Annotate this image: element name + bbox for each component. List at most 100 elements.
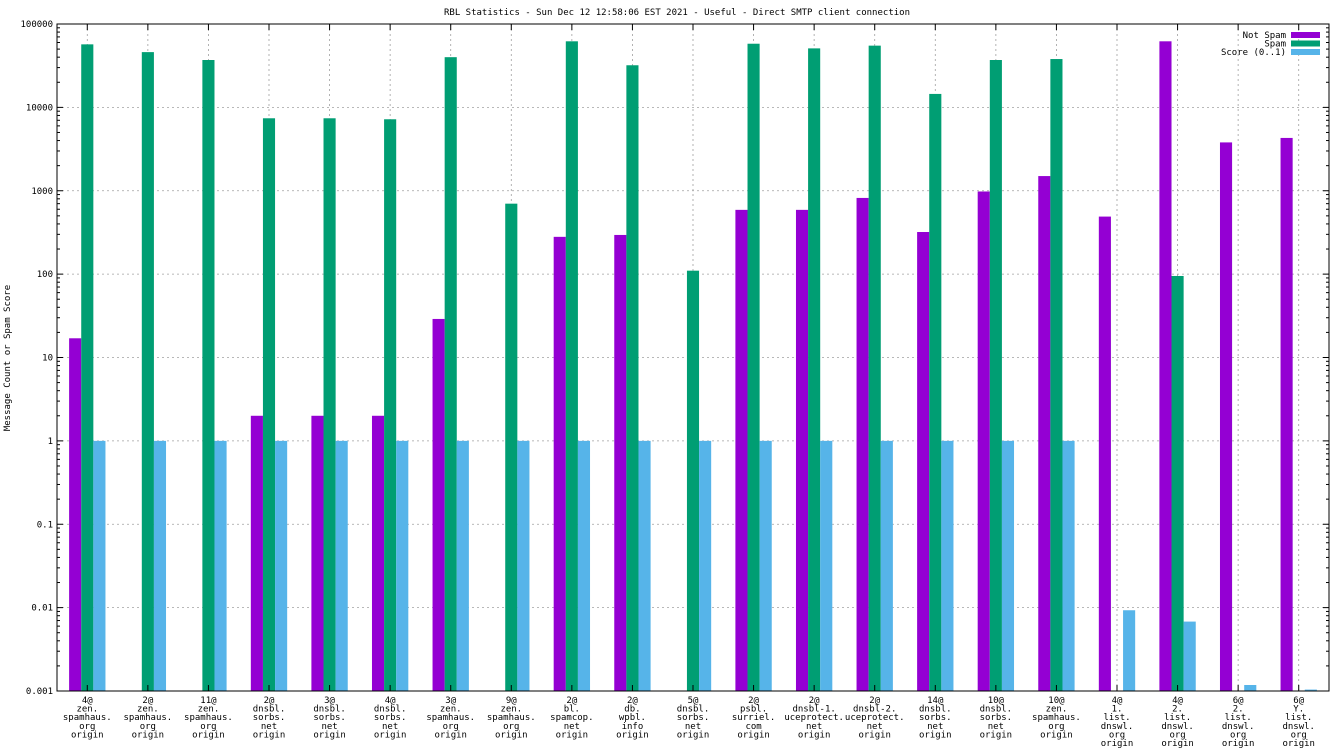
x-tick-label: 3@ zen. spamhaus. org origin <box>426 696 475 740</box>
x-tick-label-line: 2. <box>1233 705 1244 715</box>
y-tick-label: 10000 <box>26 103 53 113</box>
bar-spam <box>202 60 215 692</box>
bar-spam <box>929 93 942 691</box>
x-tick-label-line: origin <box>1282 739 1315 749</box>
bar-spam <box>81 44 94 691</box>
x-tick-label-line: sorbs. <box>313 713 346 723</box>
x-tick-label-line: origin <box>616 730 649 740</box>
y-tick-label: 0.1 <box>37 520 53 530</box>
x-tick-label-line: org <box>503 722 519 732</box>
bar-score-0-1 <box>880 440 893 691</box>
bar-score-0-1 <box>577 440 591 691</box>
x-tick-label: 2@ db. wpbl. info origin <box>616 696 649 740</box>
bar-score-0-1 <box>1183 621 1196 691</box>
x-tick-label-line: dnsbl. <box>677 705 710 715</box>
x-tick-label-line: origin <box>71 730 104 740</box>
legend-label: Score (0..1) <box>1221 48 1286 58</box>
x-tick-label-line: zen. <box>500 705 522 715</box>
x-tick-label-line: origin <box>313 730 346 740</box>
x-tick-label-line: 4@ <box>82 696 93 706</box>
x-tick-label-line: org <box>1109 730 1125 740</box>
x-tick-label-line: uceprotect. <box>845 713 905 723</box>
bar-spam <box>686 270 700 691</box>
bar-spam <box>626 65 639 691</box>
bar-not-spam <box>1280 137 1293 691</box>
bar-spam <box>868 45 881 691</box>
x-tick-label-line: org <box>443 722 459 732</box>
x-tick-label-line: origin <box>1040 730 1073 740</box>
x-tick-label: 3@ dnsbl. sorbs. net origin <box>313 696 346 740</box>
x-tick-label-line: zen. <box>440 705 462 715</box>
x-tick-label-line: 4@ <box>1112 696 1123 706</box>
bar-spam <box>444 57 457 692</box>
bar-spam <box>323 118 336 691</box>
bar-spam <box>989 60 1002 692</box>
bar-score-0-1 <box>759 440 772 691</box>
x-tick-label-line: origin <box>495 730 528 740</box>
x-tick-label-line: 4@ <box>385 696 396 706</box>
bar-spam <box>505 203 518 691</box>
x-tick-label: 9@ zen. spamhaus. org origin <box>487 696 536 740</box>
bar-not-spam <box>69 338 82 691</box>
x-tick-label-line: list. <box>1225 713 1252 723</box>
bar-spam <box>1050 59 1063 692</box>
bar-spam <box>1171 275 1184 691</box>
bar-not-spam <box>1098 216 1111 691</box>
x-tick-label-line: origin <box>677 730 710 740</box>
bar-not-spam <box>917 232 930 691</box>
legend-label: Spam <box>1264 40 1286 50</box>
bar-spam <box>565 41 578 692</box>
x-tick-label: 2@ psbl. surriel. com origin <box>732 696 775 740</box>
x-tick-label: 4@ 2. list. dnswl. org origin <box>1161 696 1194 749</box>
bar-not-spam <box>250 415 263 691</box>
x-tick-label-line: net <box>685 722 701 732</box>
bar-not-spam <box>614 234 627 691</box>
x-tick-label-line: dnsbl. <box>980 705 1013 715</box>
bar-spam <box>808 48 821 691</box>
legend-swatch <box>1291 49 1320 55</box>
bars <box>69 41 1317 692</box>
bar-score-0-1 <box>1062 440 1075 691</box>
x-tick-label: 4@ dnsbl. sorbs. net origin <box>374 696 407 740</box>
x-tick-label-line: 14@ <box>927 696 944 706</box>
x-tick-label-line: net <box>564 722 580 732</box>
y-tick-label: 10 <box>42 354 53 364</box>
x-tick-label-line: net <box>321 722 337 732</box>
bar-score-0-1 <box>396 440 409 691</box>
x-tick-label-line: origin <box>192 730 225 740</box>
x-tick-label: 2@ dnsbl-2. uceprotect. net origin <box>845 696 905 740</box>
x-tick-label-line: 6@ <box>1233 696 1244 706</box>
y-tick-label: 100 <box>37 270 53 280</box>
x-tick-label-line: net <box>988 722 1004 732</box>
bar-score-0-1 <box>1001 440 1015 691</box>
x-tick-label-line: list. <box>1164 713 1191 723</box>
x-tick-label-line: dnswl. <box>1161 722 1194 732</box>
bar-score-0-1 <box>456 440 469 691</box>
bar-not-spam <box>1159 41 1172 692</box>
bar-not-spam <box>1038 176 1051 692</box>
bar-not-spam <box>311 415 324 691</box>
bar-not-spam <box>1219 142 1233 692</box>
x-tick-label: 2@ dnsbl. sorbs. net origin <box>253 696 286 740</box>
x-tick-label-line: origin <box>798 730 831 740</box>
x-tick-label-line: Y. <box>1293 705 1304 715</box>
x-tick-label-line: info <box>622 722 644 732</box>
y-tick-label: 0.01 <box>31 604 53 614</box>
x-tick-label-line: 3@ <box>324 696 335 706</box>
x-tick-label-line: sorbs. <box>253 713 286 723</box>
x-tick-label-line: 2@ <box>748 696 759 706</box>
x-tick-label-line: spamhaus. <box>184 713 233 723</box>
y-axis-label: Message Count or Spam Score <box>3 285 13 431</box>
bar-score-0-1 <box>275 440 288 691</box>
x-tick-label: 6@ 2. list. dnswl. org origin <box>1222 696 1255 749</box>
bar-not-spam <box>977 191 990 692</box>
x-tick-label-line: dnsbl. <box>253 705 286 715</box>
x-tick-label-line: origin <box>919 730 952 740</box>
x-tick-label-line: 1. <box>1112 705 1123 715</box>
bar-score-0-1 <box>153 440 167 691</box>
x-tick-label-line: 4@ <box>1172 696 1183 706</box>
x-tick-label-line: 2@ <box>566 696 577 706</box>
x-tick-label-line: dnswl. <box>1101 722 1134 732</box>
